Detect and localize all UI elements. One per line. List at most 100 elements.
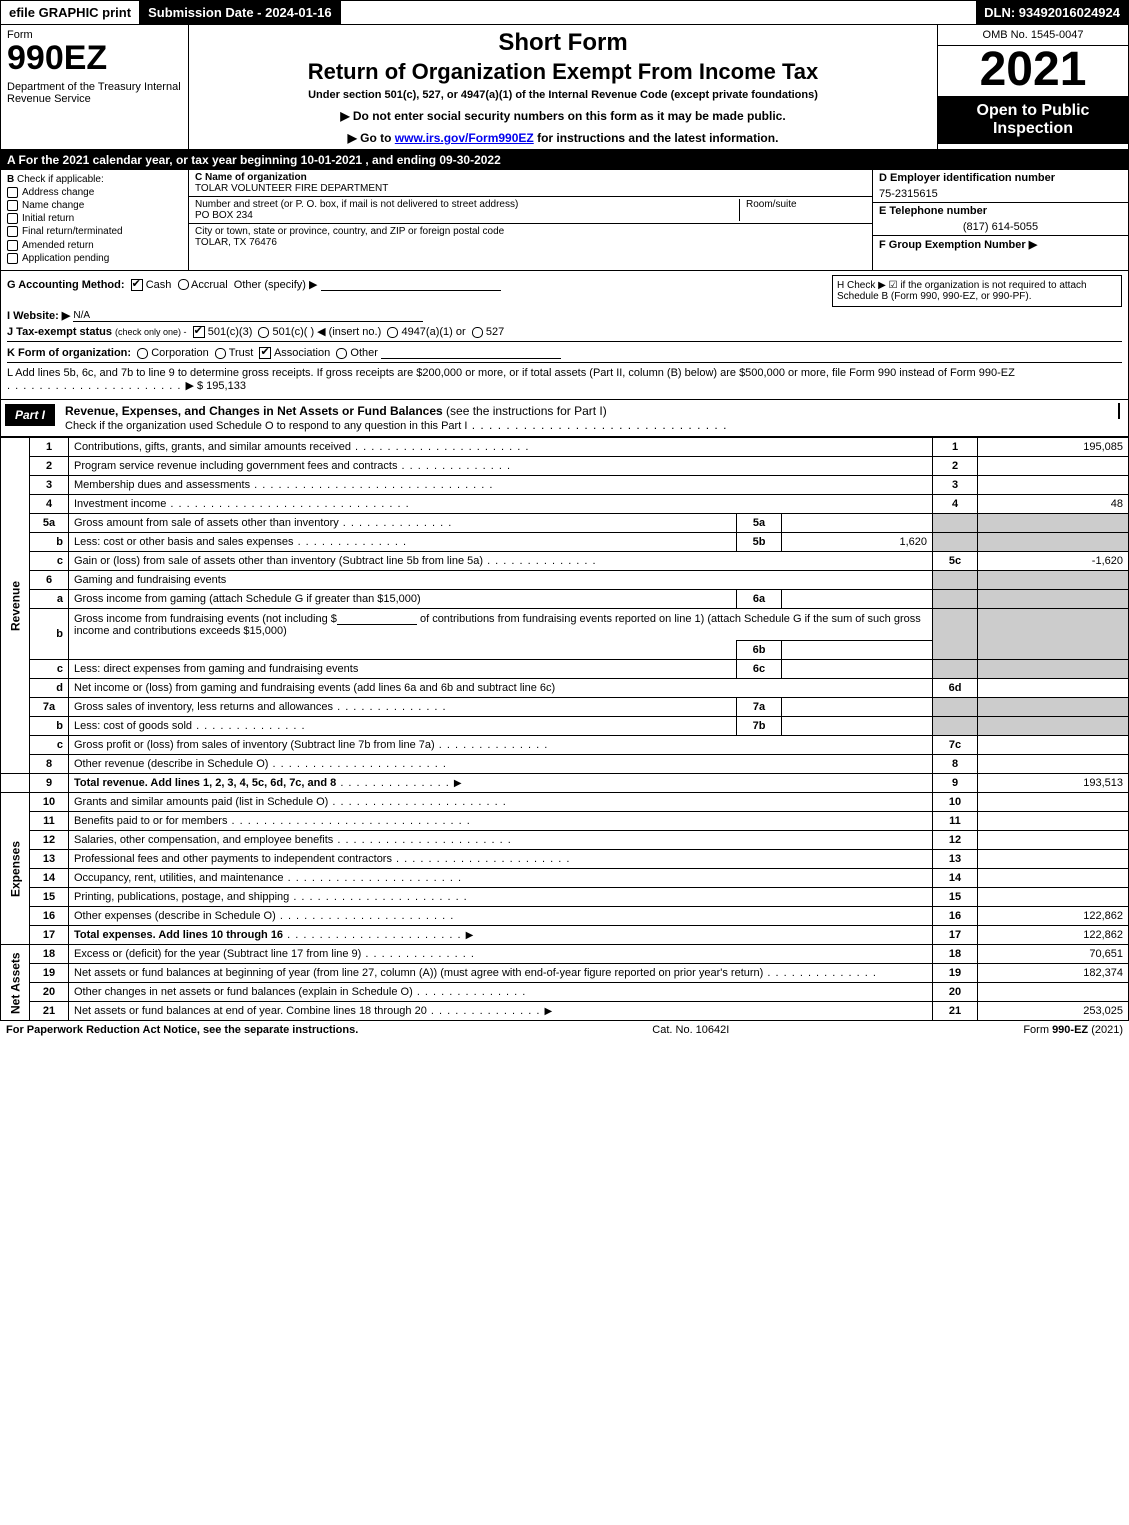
row-a-tax-year: A For the 2021 calendar year, or tax yea… xyxy=(0,150,1129,170)
dots-icon xyxy=(166,498,409,510)
dots-icon xyxy=(763,967,877,979)
open-to-public: Open to Public Inspection xyxy=(938,96,1128,144)
rval-18: 70,651 xyxy=(978,945,1129,964)
table-row: 5a Gross amount from sale of assets othe… xyxy=(1,514,1129,533)
rnum-17: 17 xyxy=(933,926,978,945)
return-title: Return of Organization Exempt From Incom… xyxy=(197,59,929,85)
ln-16: 16 xyxy=(30,907,69,926)
desc-13: Professional fees and other payments to … xyxy=(74,853,392,865)
ln-6b: b xyxy=(30,609,69,660)
subval-5a xyxy=(782,514,933,533)
footer-mid: Cat. No. 10642I xyxy=(652,1024,729,1036)
dots-icon xyxy=(227,815,470,827)
part-i-title-block: Revenue, Expenses, and Changes in Net As… xyxy=(59,400,1110,436)
checkbox-icon xyxy=(7,226,18,237)
efile-label[interactable]: efile GRAPHIC print xyxy=(1,1,140,24)
subval-6b xyxy=(782,641,933,660)
ln-7a: 7a xyxy=(30,698,69,717)
subval-7b xyxy=(782,717,933,736)
dots-icon xyxy=(328,796,506,808)
sub-6a: 6a xyxy=(737,590,782,609)
cb-501c[interactable] xyxy=(258,327,269,338)
footer-left: For Paperwork Reduction Act Notice, see … xyxy=(6,1024,358,1036)
other-specify-line[interactable] xyxy=(321,278,501,291)
dots-icon xyxy=(7,380,185,392)
opt-corporation: Corporation xyxy=(151,347,208,359)
table-row: 8 Other revenue (describe in Schedule O)… xyxy=(1,755,1129,774)
row-i: I Website: ▶ N/A xyxy=(7,309,1122,322)
dots-icon xyxy=(268,758,446,770)
cb-other-org[interactable] xyxy=(336,348,347,359)
dots-icon xyxy=(276,910,454,922)
desc-19: Net assets or fund balances at beginning… xyxy=(74,967,763,979)
dots-icon xyxy=(333,701,447,713)
dots-icon xyxy=(427,1005,545,1017)
table-row: Expenses 10 Grants and similar amounts p… xyxy=(1,793,1129,812)
desc-11: Benefits paid to or for members xyxy=(74,815,227,827)
opt-initial-return: Initial return xyxy=(22,213,74,224)
ln-1: 1 xyxy=(30,438,69,457)
desc-10: Grants and similar amounts paid (list in… xyxy=(74,796,328,808)
opt-501c: 501(c)( ) ◀ (insert no.) xyxy=(273,326,382,338)
table-row: 11 Benefits paid to or for members 11 xyxy=(1,812,1129,831)
desc-14: Occupancy, rent, utilities, and maintena… xyxy=(74,872,284,884)
dots-icon xyxy=(283,929,466,941)
rnum-12: 12 xyxy=(933,831,978,850)
page-footer: For Paperwork Reduction Act Notice, see … xyxy=(0,1021,1129,1039)
cb-name-change[interactable]: Name change xyxy=(7,200,182,211)
grey-cell xyxy=(978,717,1129,736)
footer-right-prefix: Form xyxy=(1023,1024,1052,1036)
grey-cell xyxy=(933,571,978,590)
d-ein-label: D Employer identification number xyxy=(873,170,1128,186)
blank-contrib[interactable] xyxy=(337,612,417,625)
dots-icon xyxy=(289,891,467,903)
rnum-14: 14 xyxy=(933,869,978,888)
table-row: a Gross income from gaming (attach Sched… xyxy=(1,590,1129,609)
opt-527: 527 xyxy=(486,326,504,338)
desc-20: Other changes in net assets or fund bala… xyxy=(74,986,413,998)
cb-association[interactable] xyxy=(259,347,271,359)
checkbox-icon xyxy=(7,253,18,264)
ln-20: 20 xyxy=(30,983,69,1002)
cb-trust[interactable] xyxy=(215,348,226,359)
cb-amended-return[interactable]: Amended return xyxy=(7,240,182,251)
cb-final-return[interactable]: Final return/terminated xyxy=(7,226,182,237)
addr-value: PO BOX 234 xyxy=(195,210,739,221)
subval-6a xyxy=(782,590,933,609)
ln-5c: c xyxy=(30,552,69,571)
table-row: 13 Professional fees and other payments … xyxy=(1,850,1129,869)
opt-501c3: 501(c)(3) xyxy=(208,326,253,338)
other-org-line[interactable] xyxy=(381,346,561,359)
rnum-4: 4 xyxy=(933,495,978,514)
rnum-20: 20 xyxy=(933,983,978,1002)
cb-initial-return[interactable]: Initial return xyxy=(7,213,182,224)
goto-link[interactable]: www.irs.gov/Form990EZ xyxy=(395,131,534,145)
grey-cell xyxy=(978,571,1129,590)
ln-6c: c xyxy=(30,660,69,679)
desc-6d: Net income or (loss) from gaming and fun… xyxy=(74,682,555,694)
table-row: Revenue 1 Contributions, gifts, grants, … xyxy=(1,438,1129,457)
table-row: b Gross income from fundraising events (… xyxy=(1,609,1129,641)
dots-icon xyxy=(351,441,529,453)
rval-10 xyxy=(978,793,1129,812)
h-check-box: H Check ▶ ☑ if the organization is not r… xyxy=(832,275,1122,307)
cb-application-pending[interactable]: Application pending xyxy=(7,253,182,264)
arrow-icon: ▶ xyxy=(454,778,462,789)
desc-3: Membership dues and assessments xyxy=(74,479,250,491)
ln-3: 3 xyxy=(30,476,69,495)
ln-17: 17 xyxy=(30,926,69,945)
ln-13: 13 xyxy=(30,850,69,869)
ln-6: 6 xyxy=(30,571,69,590)
cb-cash[interactable] xyxy=(131,279,143,291)
schedule-o-checkbox[interactable] xyxy=(1118,403,1120,419)
table-row: b Less: cost of goods sold 7b xyxy=(1,717,1129,736)
cb-4947a1[interactable] xyxy=(387,327,398,338)
cb-accrual[interactable] xyxy=(178,279,189,290)
rnum-19: 19 xyxy=(933,964,978,983)
dots-icon xyxy=(294,536,408,548)
cb-501c3[interactable] xyxy=(193,326,205,338)
table-row: c Less: direct expenses from gaming and … xyxy=(1,660,1129,679)
cb-corporation[interactable] xyxy=(137,348,148,359)
cb-527[interactable] xyxy=(472,327,483,338)
cb-address-change[interactable]: Address change xyxy=(7,187,182,198)
